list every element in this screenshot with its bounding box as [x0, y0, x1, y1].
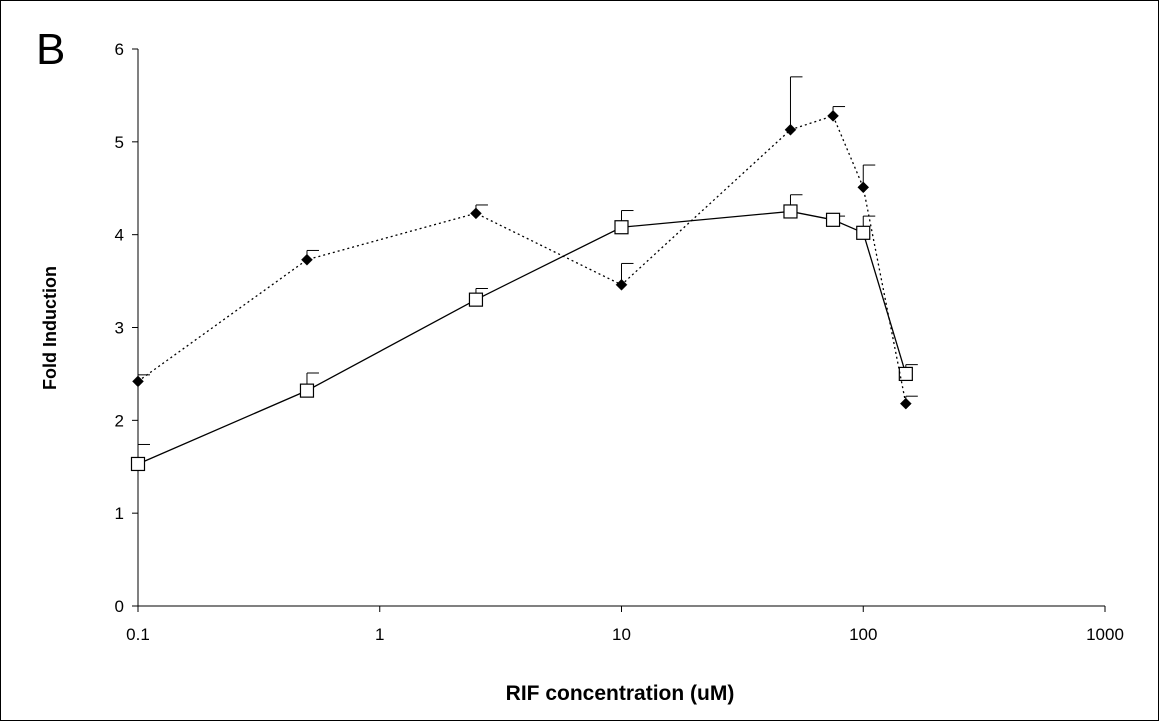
series-layer [130, 76, 918, 472]
y-tick-label: 5 [115, 133, 124, 152]
y-tick-label: 3 [115, 319, 124, 338]
data-point [299, 383, 315, 398]
axes [137, 49, 1105, 607]
x-tick-label: 100 [849, 625, 877, 644]
data-point [899, 397, 912, 410]
y-tick-label: 4 [115, 226, 124, 245]
data-point [470, 207, 482, 220]
x-tick-label: 0.1 [126, 625, 150, 644]
data-point [130, 456, 146, 472]
data-point [783, 204, 798, 219]
y-tick-label: 1 [115, 504, 124, 523]
series-1-line [137, 115, 907, 404]
x-tick-label: 1000 [1086, 625, 1124, 644]
data-point [827, 109, 839, 122]
data-point [615, 278, 628, 291]
data-point [784, 123, 797, 136]
data-point [468, 292, 484, 307]
series-0 [130, 194, 918, 472]
data-point [614, 220, 629, 235]
ticks: 0 1 2 3 4 5 6 0.1 1 10 100 1000 [115, 40, 1124, 644]
series-1 [132, 76, 918, 410]
y-tick-label: 0 [115, 597, 124, 616]
y-tick-label: 6 [115, 40, 124, 59]
y-tick-label: 2 [115, 411, 124, 430]
x-axis-title: RIF concentration (uM) [506, 682, 735, 705]
data-point [857, 181, 870, 194]
y-axis-title: Fold Induction [40, 266, 60, 390]
x-tick-label: 1 [375, 625, 384, 644]
data-point [825, 212, 841, 227]
data-point [898, 366, 913, 382]
panel-label: B [36, 25, 66, 74]
series-0-line [137, 210, 907, 465]
data-point [132, 375, 144, 388]
data-point [856, 225, 871, 240]
x-tick-label: 10 [612, 625, 631, 644]
data-point [301, 253, 313, 266]
